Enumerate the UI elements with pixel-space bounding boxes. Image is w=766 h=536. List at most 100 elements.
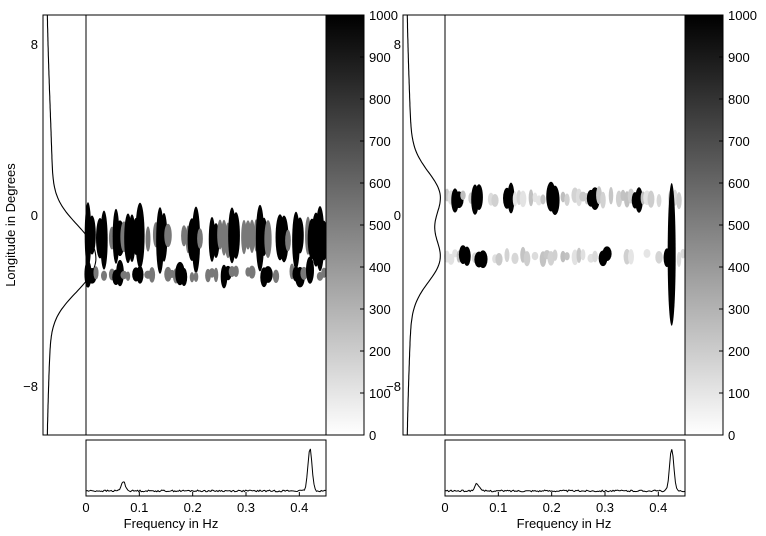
- colorbar-tick-label: 0: [369, 428, 376, 443]
- heat-blob: [160, 213, 168, 262]
- heat-blob: [249, 219, 255, 254]
- heat-blob: [180, 268, 188, 287]
- right-bottom-spectrum-line: [444, 449, 686, 493]
- heat-blob: [120, 270, 128, 280]
- x-tick-label: 0.2: [543, 500, 561, 515]
- x-tick-label: 0: [82, 500, 89, 515]
- heat-blob: [656, 194, 662, 208]
- right-xlabel: Frequency in Hz: [517, 516, 612, 531]
- heat-blob: [100, 270, 108, 281]
- heat-blob: [576, 247, 582, 263]
- left-panel: 8 0 −8 Longitude in Degrees 0 100 200 300 40…: [3, 8, 398, 531]
- heat-blob: [592, 250, 598, 263]
- colorbar-tick-label: 500: [728, 218, 750, 233]
- heat-blob: [263, 266, 273, 283]
- heat-blob: [531, 251, 539, 261]
- heat-blob: [507, 182, 515, 214]
- heat-blob: [528, 189, 534, 207]
- heat-blob: [100, 210, 108, 270]
- heat-blob: [181, 225, 187, 247]
- heat-blob: [512, 191, 518, 207]
- left-ytick-neg8: −8: [23, 379, 38, 394]
- heat-blob: [643, 249, 651, 258]
- heat-blob: [523, 251, 531, 267]
- right-heatmap: [444, 181, 686, 326]
- x-tick-label: 0.1: [489, 500, 507, 515]
- left-ytick-8: 8: [31, 37, 38, 52]
- colorbar-tick-label: 700: [369, 134, 391, 149]
- right-panel: 8 0 −8 01002003004005006007008009001000 …: [386, 8, 757, 531]
- heat-blob: [550, 185, 560, 216]
- heat-blob: [88, 215, 96, 255]
- heat-blob: [93, 266, 99, 280]
- heat-blob: [191, 206, 201, 274]
- colorbar-tick-label: 900: [728, 50, 750, 65]
- x-tick-label: 0.1: [130, 500, 148, 515]
- x-tick-label: 0: [441, 500, 448, 515]
- heat-blob: [608, 186, 614, 205]
- x-tick-label: 0.3: [237, 500, 255, 515]
- left-ylabel: Longitude in Degrees: [3, 163, 18, 287]
- heat-blob: [475, 184, 483, 211]
- heat-blob: [135, 202, 145, 269]
- left-colorbar-ticks: 0 100 200 300 400 500 600 700 800 900 1000: [360, 8, 398, 443]
- heat-blob: [580, 249, 586, 261]
- colorbar-tick-label: 1000: [369, 8, 398, 23]
- heat-blob: [560, 191, 566, 203]
- x-tick-label: 0.4: [649, 500, 667, 515]
- heat-blob: [264, 220, 272, 259]
- heat-blob: [452, 249, 458, 258]
- left-xticks: 0 0.1 0.2 0.3 0.4: [82, 492, 308, 515]
- heat-blob: [504, 248, 510, 263]
- right-colorbar: [685, 15, 723, 435]
- right-ytick-0: 0: [394, 208, 401, 223]
- heat-blob: [447, 253, 455, 265]
- heat-blob: [189, 272, 195, 283]
- heat-blob: [285, 229, 291, 252]
- colorbar-tick-label: 300: [369, 302, 391, 317]
- heat-blob: [676, 192, 682, 210]
- heat-blob: [560, 250, 566, 263]
- right-main-frame: [444, 14, 686, 436]
- heat-blob: [647, 190, 655, 208]
- left-colorbar: [326, 15, 364, 435]
- heat-blob: [272, 269, 280, 283]
- heat-blob: [164, 266, 172, 282]
- colorbar-tick-label: 200: [728, 344, 750, 359]
- heat-blob: [321, 267, 327, 278]
- x-tick-label: 0.3: [596, 500, 614, 515]
- colorbar-tick-label: 100: [728, 386, 750, 401]
- heat-blob: [197, 228, 203, 249]
- x-tick-label: 0.4: [290, 500, 308, 515]
- heat-blob: [478, 250, 488, 269]
- heat-blob: [296, 217, 304, 254]
- heat-blob: [300, 266, 308, 280]
- heat-blob: [213, 267, 219, 283]
- colorbar-tick-label: 100: [369, 386, 391, 401]
- heat-blob: [116, 259, 124, 287]
- right-xticks: 0 0.1 0.2 0.3 0.4: [441, 492, 667, 515]
- heat-blob: [145, 226, 151, 252]
- heat-blob: [125, 271, 131, 281]
- left-bottom-spectrum-line: [85, 448, 327, 493]
- colorbar-tick-label: 700: [728, 134, 750, 149]
- heat-blob: [564, 193, 570, 206]
- heat-blob: [164, 223, 172, 248]
- colorbar-tick-label: 900: [369, 50, 391, 65]
- heat-blob: [540, 194, 546, 205]
- heat-blob: [463, 246, 471, 266]
- colorbar-tick-label: 300: [728, 302, 750, 317]
- heat-blob: [136, 265, 144, 284]
- heat-blob: [635, 187, 643, 213]
- heat-blob: [602, 246, 612, 262]
- right-bottom-spectrum-frame: [444, 439, 686, 497]
- colorbar-tick-label: 400: [369, 260, 391, 275]
- left-ytick-0: 0: [31, 208, 38, 223]
- heat-blob: [460, 190, 466, 201]
- heat-blob: [495, 252, 503, 266]
- heat-blob: [193, 271, 199, 282]
- heat-blob: [615, 190, 623, 208]
- colorbar-tick-label: 500: [369, 218, 391, 233]
- colorbar-tick-label: 1000: [728, 8, 757, 23]
